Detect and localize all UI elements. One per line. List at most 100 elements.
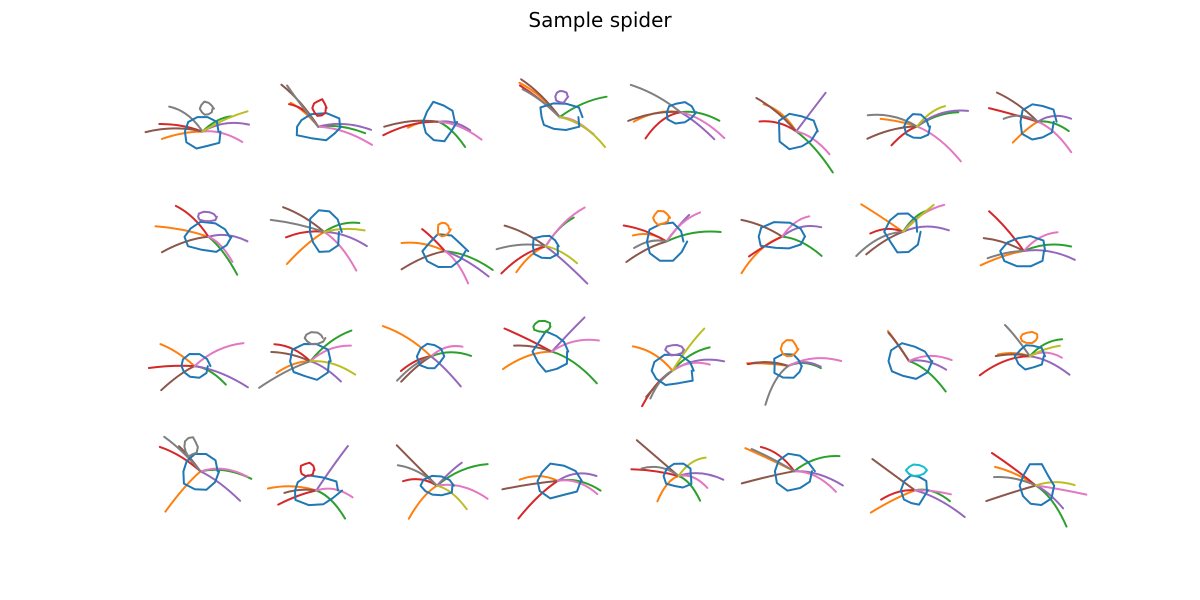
spider-drawing <box>395 444 489 520</box>
spider-leg-stroke <box>751 361 790 367</box>
spider-leg-stroke <box>677 456 707 477</box>
spider-drawing <box>627 83 726 141</box>
spider-body-stroke <box>294 474 344 507</box>
spider-leg-stroke <box>513 344 553 353</box>
spider-drawing <box>866 105 970 163</box>
spider-leg-stroke <box>996 91 1039 123</box>
spider-sketch <box>265 70 373 170</box>
spider-drawing <box>280 83 373 146</box>
spider-leg-stroke <box>1004 324 1031 358</box>
spider-body-stroke <box>1018 463 1056 506</box>
spider-body-stroke <box>421 233 470 268</box>
spider-leg-stroke <box>781 215 811 238</box>
spider-body-stroke <box>183 220 233 253</box>
spider-leg-stroke <box>793 470 837 493</box>
spider-leg-stroke <box>502 350 553 371</box>
spider-body-stroke <box>415 342 446 370</box>
spider-leg-stroke <box>436 483 489 500</box>
spider-leg-stroke <box>740 218 784 238</box>
spider-leg-stroke <box>902 203 935 233</box>
spider-body-stroke <box>778 112 819 151</box>
spider-drawing <box>381 325 473 388</box>
spider-leg-stroke <box>916 105 947 128</box>
spider-head-stroke <box>197 210 218 223</box>
spider-leg-stroke <box>1028 355 1071 376</box>
spider-leg-stroke <box>640 465 680 477</box>
spider-drawing <box>886 330 953 393</box>
spider-leg-stroke <box>759 446 796 473</box>
spider-leg-stroke <box>207 235 234 263</box>
spider-head-stroke <box>437 221 452 238</box>
spider-sketch <box>860 430 966 530</box>
spider-leg-stroke <box>309 360 357 376</box>
spider-leg-stroke <box>315 489 347 520</box>
spider-sketch <box>740 70 840 174</box>
spider-leg-stroke <box>163 435 202 473</box>
spider-leg-stroke <box>550 350 598 385</box>
spider-drawing <box>622 210 722 263</box>
spider-head-stroke <box>779 339 800 358</box>
spider-leg-stroke <box>1028 344 1061 358</box>
spider-drawing <box>502 316 600 385</box>
spider-body-stroke <box>539 102 584 131</box>
spider-body-stroke <box>180 353 212 379</box>
spider-leg-stroke <box>1022 249 1076 261</box>
spider-body-stroke <box>999 235 1047 268</box>
spider-body-stroke <box>289 343 332 381</box>
spider-leg-stroke <box>764 364 790 406</box>
spider-leg-stroke <box>283 488 318 494</box>
spider-leg-stroke <box>887 331 910 363</box>
spider-sketch <box>385 430 489 530</box>
spider-head-stroke <box>299 461 316 477</box>
spider-head-stroke <box>311 98 328 117</box>
spider-leg-stroke <box>914 489 952 496</box>
spider-drawing <box>144 100 250 150</box>
spider-leg-stroke <box>1036 114 1073 123</box>
spider-leg-stroke <box>317 122 372 131</box>
spider-leg-stroke <box>866 113 918 128</box>
spider-leg-stroke <box>558 116 606 148</box>
spider-sketch <box>855 190 960 290</box>
spider-leg-stroke <box>517 479 559 520</box>
spider-sketch <box>980 70 1080 170</box>
spider-drawing <box>495 206 589 285</box>
spider-leg-stroke <box>869 489 916 514</box>
spider-leg-stroke <box>550 316 586 353</box>
spider-sketch <box>860 70 970 170</box>
spider-drawing <box>269 206 368 272</box>
spider-body-stroke <box>646 221 689 262</box>
spider-head-stroke <box>303 331 327 345</box>
spider-body-stroke <box>419 474 455 497</box>
spider-leg-stroke <box>558 95 608 119</box>
spider-leg-stroke <box>990 452 1037 487</box>
spider-leg-stroke <box>258 360 312 389</box>
spider-drawing <box>154 204 249 276</box>
spider-leg-stroke <box>908 354 953 363</box>
spider-leg-stroke <box>630 468 680 477</box>
spider-drawing <box>855 203 950 257</box>
spider-body-stroke <box>422 100 459 143</box>
spider-sketch <box>150 430 253 530</box>
spider-body-stroke <box>532 234 560 260</box>
spider-leg-stroke <box>323 227 366 233</box>
spider-leg-stroke <box>550 338 600 353</box>
spider-sketch <box>622 190 725 290</box>
spider-leg-stroke <box>277 489 318 506</box>
spider-leg-stroke <box>627 110 682 122</box>
spider-leg-stroke <box>871 458 916 492</box>
spider-leg-stroke <box>625 240 668 263</box>
spider-head-stroke <box>554 90 570 104</box>
spider-drawing <box>978 324 1071 377</box>
spider-body-stroke <box>899 474 929 506</box>
spider-leg-stroke <box>436 461 463 487</box>
spider-sketch <box>258 310 365 410</box>
spider-sketch <box>978 310 1080 410</box>
spider-leg-stroke <box>649 369 674 400</box>
spider-body-stroke <box>295 112 343 142</box>
spider-leg-stroke <box>781 224 823 238</box>
spider-drawing <box>158 435 253 513</box>
spider-leg-stroke <box>544 245 579 265</box>
spider-sketch <box>625 70 726 170</box>
spider-leg-stroke <box>309 344 352 363</box>
spider-leg-stroke <box>164 470 202 513</box>
